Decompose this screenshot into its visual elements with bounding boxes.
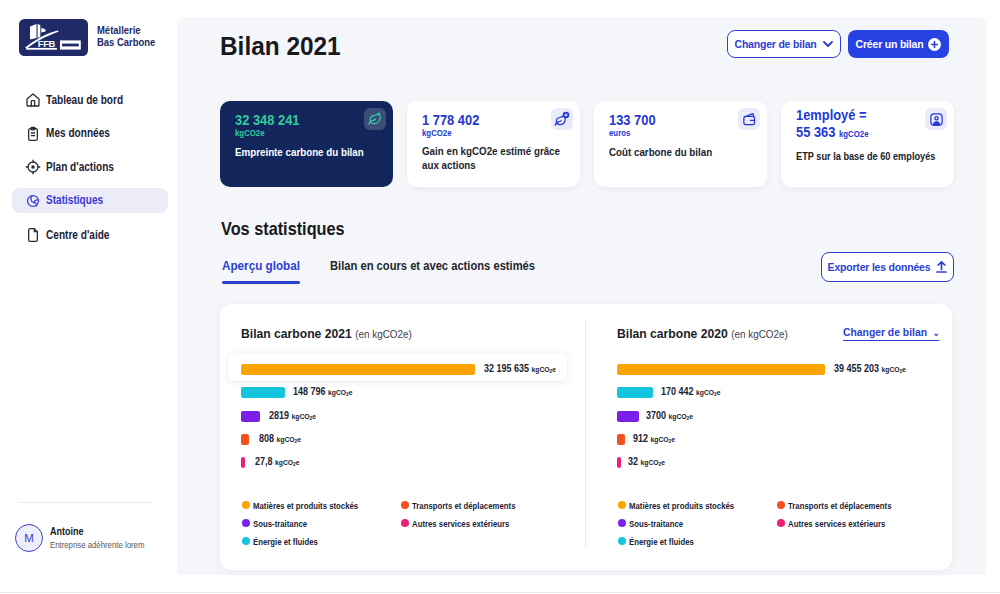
svg-text:FFB: FFB bbox=[38, 38, 56, 49]
